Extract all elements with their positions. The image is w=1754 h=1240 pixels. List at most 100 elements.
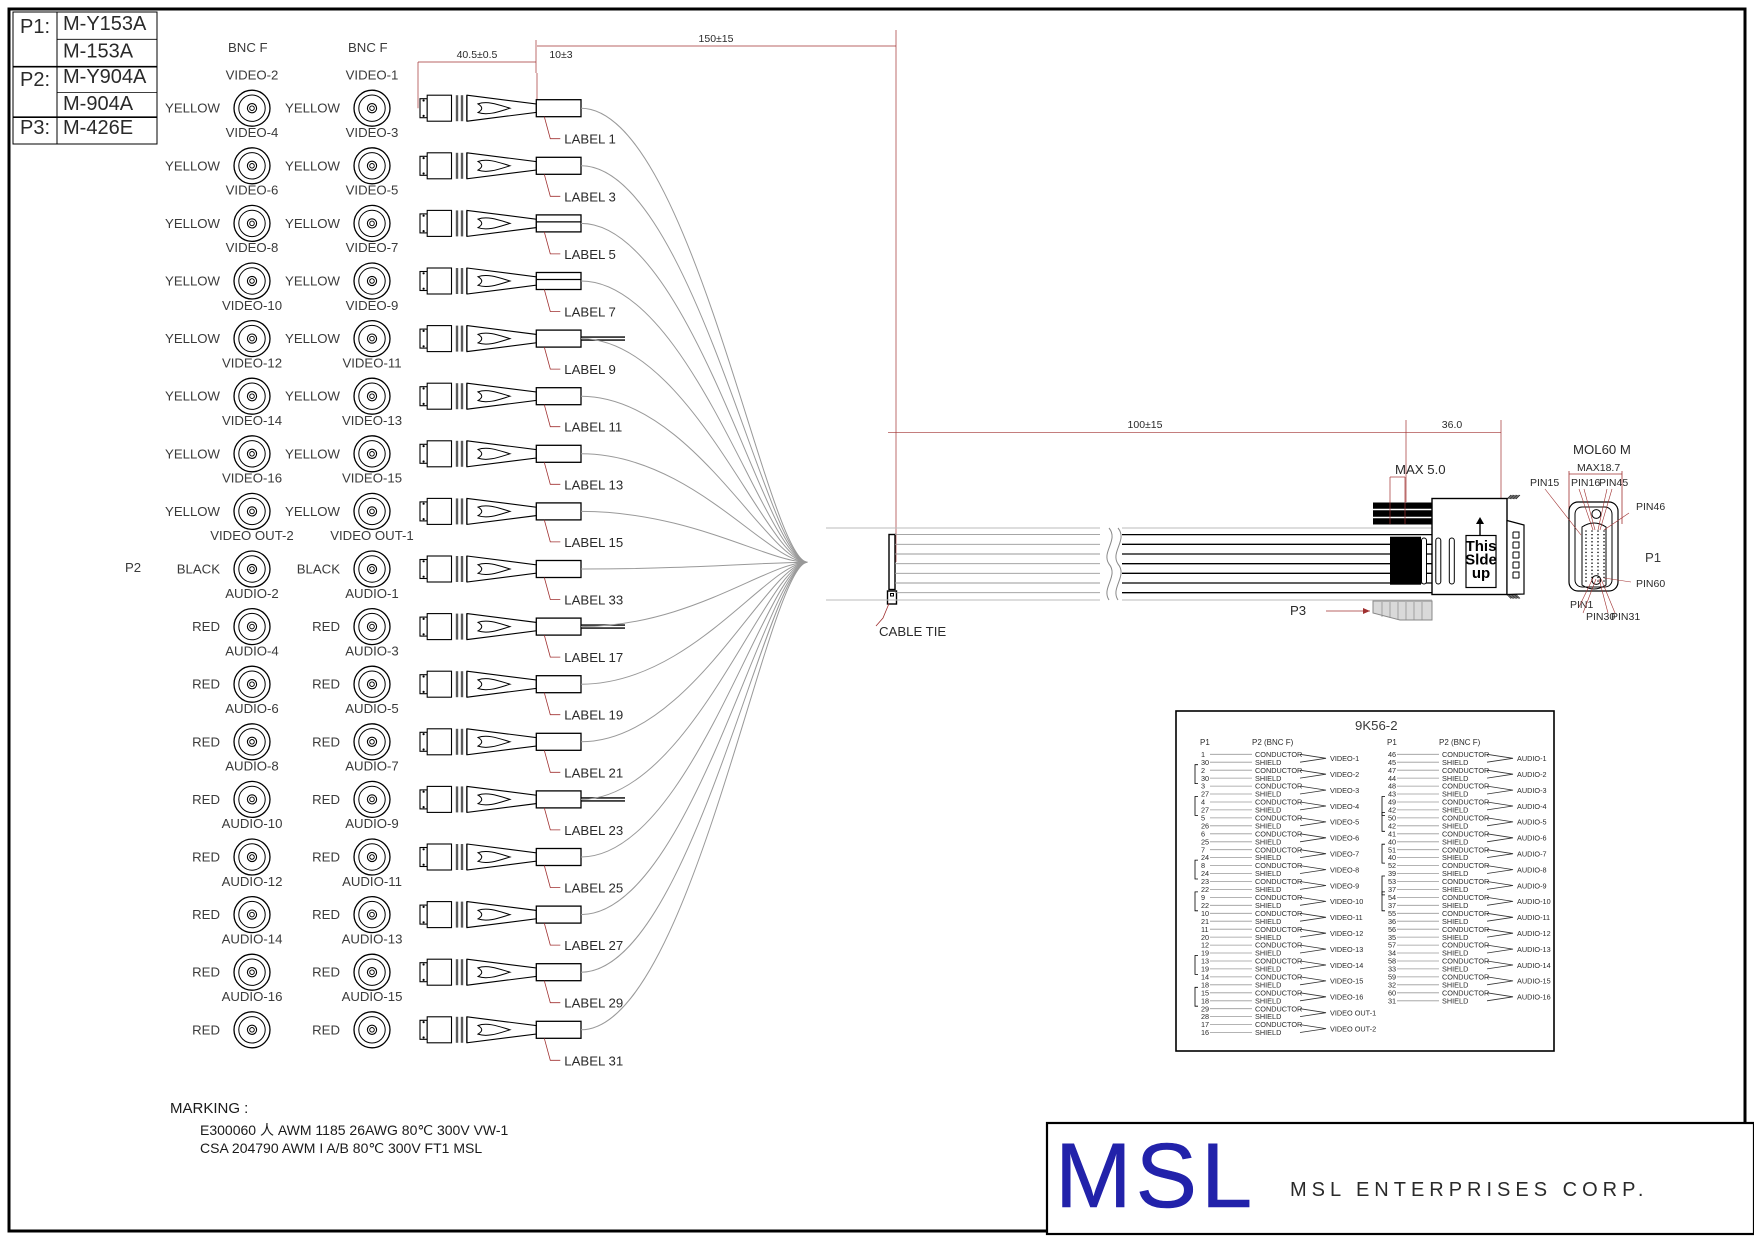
svg-text:LABEL 27: LABEL 27 (564, 938, 623, 953)
svg-text:AUDIO-15: AUDIO-15 (342, 989, 403, 1004)
svg-text:VIDEO-8: VIDEO-8 (1330, 865, 1359, 874)
svg-text:LABEL 17: LABEL 17 (564, 650, 623, 665)
svg-text:AUDIO-12: AUDIO-12 (1517, 929, 1551, 938)
svg-text:VIDEO OUT-2: VIDEO OUT-2 (210, 528, 294, 543)
svg-text:VIDEO OUT-1: VIDEO OUT-1 (330, 528, 414, 543)
svg-text:MARKING :: MARKING : (170, 1100, 248, 1117)
svg-text:YELLOW: YELLOW (165, 504, 221, 519)
svg-text:M-153A: M-153A (63, 41, 134, 63)
svg-text:VIDEO-12: VIDEO-12 (222, 355, 282, 370)
svg-text:31: 31 (1388, 996, 1396, 1005)
svg-text:SHIELD: SHIELD (1255, 1028, 1281, 1037)
svg-text:RED: RED (192, 850, 220, 865)
svg-text:VIDEO-16: VIDEO-16 (1330, 993, 1363, 1002)
svg-text:VIDEO-5: VIDEO-5 (346, 183, 399, 198)
svg-text:YELLOW: YELLOW (285, 158, 341, 173)
svg-text:AUDIO-14: AUDIO-14 (1517, 961, 1551, 970)
svg-text:AUDIO-3: AUDIO-3 (345, 643, 399, 658)
svg-text:AUDIO-16: AUDIO-16 (222, 989, 283, 1004)
svg-text:VIDEO-4: VIDEO-4 (226, 125, 279, 140)
svg-text:RED: RED (312, 907, 340, 922)
svg-text:VIDEO-11: VIDEO-11 (342, 355, 401, 370)
svg-text:MAX18.7: MAX18.7 (1577, 462, 1620, 474)
svg-text:LABEL 3: LABEL 3 (564, 189, 616, 204)
svg-text:LABEL 7: LABEL 7 (564, 305, 616, 320)
svg-text:P2 (BNC F): P2 (BNC F) (1252, 738, 1294, 747)
svg-text:VIDEO-14: VIDEO-14 (1330, 961, 1363, 970)
svg-text:M-Y904A: M-Y904A (63, 66, 147, 88)
svg-text:VIDEO-12: VIDEO-12 (1330, 929, 1363, 938)
svg-text:AUDIO-7: AUDIO-7 (345, 759, 399, 774)
svg-text:VIDEO-9: VIDEO-9 (1330, 881, 1359, 890)
svg-text:M-426E: M-426E (63, 117, 133, 139)
svg-text:AUDIO-16: AUDIO-16 (1517, 993, 1551, 1002)
svg-text:P3:: P3: (20, 117, 50, 139)
svg-text:RED: RED (192, 965, 220, 980)
svg-text:M-904A: M-904A (63, 93, 134, 115)
svg-text:LABEL 25: LABEL 25 (564, 881, 623, 896)
svg-text:RED: RED (192, 619, 220, 634)
svg-text:LABEL 23: LABEL 23 (564, 823, 623, 838)
svg-text:P2: P2 (125, 560, 141, 575)
svg-text:YELLOW: YELLOW (285, 101, 341, 116)
svg-text:VIDEO-3: VIDEO-3 (1330, 786, 1359, 795)
svg-text:VIDEO-1: VIDEO-1 (346, 67, 399, 82)
svg-text:P3: P3 (1290, 603, 1306, 618)
svg-text:YELLOW: YELLOW (285, 446, 341, 461)
svg-text:BNC F: BNC F (348, 40, 388, 55)
svg-text:VIDEO-5: VIDEO-5 (1330, 818, 1359, 827)
svg-text:100±15: 100±15 (1128, 419, 1163, 431)
svg-text:RED: RED (312, 734, 340, 749)
svg-text:CABLE TIE: CABLE TIE (879, 624, 946, 639)
svg-text:VIDEO-15: VIDEO-15 (342, 471, 402, 486)
svg-text:AUDIO-8: AUDIO-8 (225, 759, 279, 774)
svg-text:RED: RED (192, 1022, 220, 1037)
svg-text:LABEL 19: LABEL 19 (564, 708, 623, 723)
svg-text:AUDIO-3: AUDIO-3 (1517, 786, 1547, 795)
svg-text:VIDEO-14: VIDEO-14 (222, 413, 282, 428)
svg-text:VIDEO-16: VIDEO-16 (222, 471, 282, 486)
svg-text:RED: RED (312, 965, 340, 980)
svg-text:P1: P1 (1387, 738, 1397, 747)
svg-text:AUDIO-6: AUDIO-6 (225, 701, 279, 716)
svg-text:PIN15: PIN15 (1530, 477, 1559, 489)
svg-text:MOL60 M: MOL60 M (1573, 442, 1631, 457)
svg-text:AUDIO-6: AUDIO-6 (1517, 834, 1547, 843)
svg-text:AUDIO-1: AUDIO-1 (345, 586, 399, 601)
svg-text:VIDEO-11: VIDEO-11 (1330, 913, 1363, 922)
svg-text:150±15: 150±15 (699, 33, 734, 45)
svg-text:VIDEO OUT-2: VIDEO OUT-2 (1330, 1024, 1376, 1033)
svg-text:VIDEO-4: VIDEO-4 (1330, 802, 1359, 811)
svg-text:VIDEO-3: VIDEO-3 (346, 125, 399, 140)
svg-text:AUDIO-10: AUDIO-10 (1517, 897, 1551, 906)
svg-text:up: up (1472, 565, 1490, 582)
svg-text:VIDEO-1: VIDEO-1 (1330, 754, 1359, 763)
svg-text:AUDIO-1: AUDIO-1 (1517, 754, 1547, 763)
svg-text:P1: P1 (1645, 550, 1661, 565)
svg-text:LABEL 15: LABEL 15 (564, 535, 623, 550)
svg-text:RED: RED (192, 792, 220, 807)
svg-text:AUDIO-8: AUDIO-8 (1517, 865, 1547, 874)
svg-text:VIDEO-7: VIDEO-7 (1330, 850, 1359, 859)
svg-text:VIDEO-8: VIDEO-8 (226, 240, 279, 255)
svg-text:PIN16: PIN16 (1571, 477, 1600, 489)
svg-text:VIDEO-2: VIDEO-2 (1330, 770, 1359, 779)
svg-text:P1: P1 (1200, 738, 1210, 747)
svg-text:AUDIO-15: AUDIO-15 (1517, 977, 1551, 986)
svg-text:YELLOW: YELLOW (165, 446, 221, 461)
svg-text:AUDIO-11: AUDIO-11 (1517, 913, 1550, 922)
svg-text:LABEL 33: LABEL 33 (564, 593, 623, 608)
svg-text:YELLOW: YELLOW (285, 274, 341, 289)
svg-text:MSL: MSL (1055, 1125, 1256, 1227)
svg-text:AUDIO-14: AUDIO-14 (222, 931, 283, 946)
svg-text:PIN60: PIN60 (1636, 578, 1665, 590)
svg-text:YELLOW: YELLOW (285, 389, 341, 404)
svg-text:YELLOW: YELLOW (165, 389, 221, 404)
svg-text:RED: RED (312, 850, 340, 865)
svg-text:VIDEO-7: VIDEO-7 (346, 240, 399, 255)
svg-text:AUDIO-9: AUDIO-9 (1517, 881, 1547, 890)
svg-text:VIDEO-10: VIDEO-10 (1330, 897, 1363, 906)
svg-text:VIDEO-6: VIDEO-6 (226, 183, 279, 198)
svg-text:YELLOW: YELLOW (285, 216, 341, 231)
svg-text:PIN31: PIN31 (1611, 611, 1640, 623)
